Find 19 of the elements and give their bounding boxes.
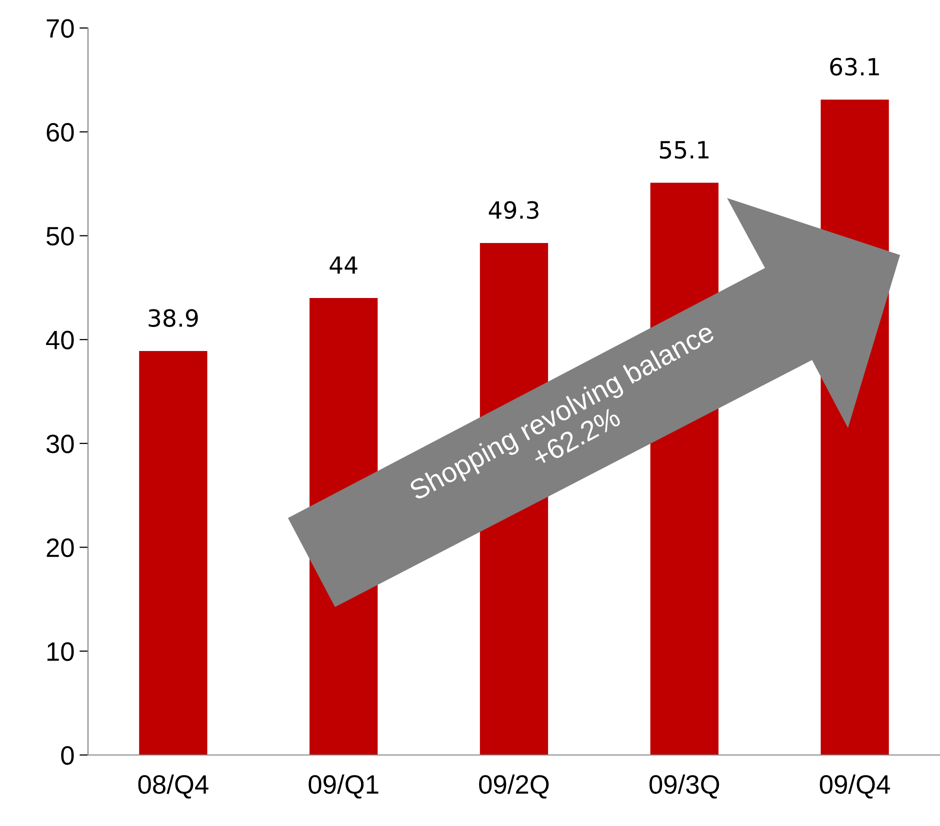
y-tick-label: 20 — [46, 538, 74, 558]
y-tick-label: 10 — [47, 642, 74, 661]
data-label: 63.1 — [830, 58, 879, 76]
y-tick-label: 70 — [46, 19, 74, 38]
x-tick-label: 08/Q4 — [138, 774, 208, 799]
bar — [139, 350, 208, 755]
y-tick-label: 60 — [46, 122, 74, 142]
x-tick-label: 09/Q4 — [820, 774, 890, 799]
y-tick-label: 0 — [61, 746, 74, 765]
x-tick-label: 09/3Q — [649, 774, 720, 799]
x-tick-label: 09/Q1 — [308, 774, 378, 799]
data-label: 44 — [330, 256, 358, 274]
y-tick-label: 50 — [46, 226, 74, 246]
data-label: 49.3 — [488, 201, 538, 219]
data-label: 38.9 — [148, 309, 198, 327]
x-tick-label: 09/2Q — [479, 774, 549, 799]
y-tick-label: 30 — [46, 434, 74, 454]
y-tick-label: 40 — [46, 330, 74, 350]
data-label: 55.1 — [660, 141, 709, 159]
